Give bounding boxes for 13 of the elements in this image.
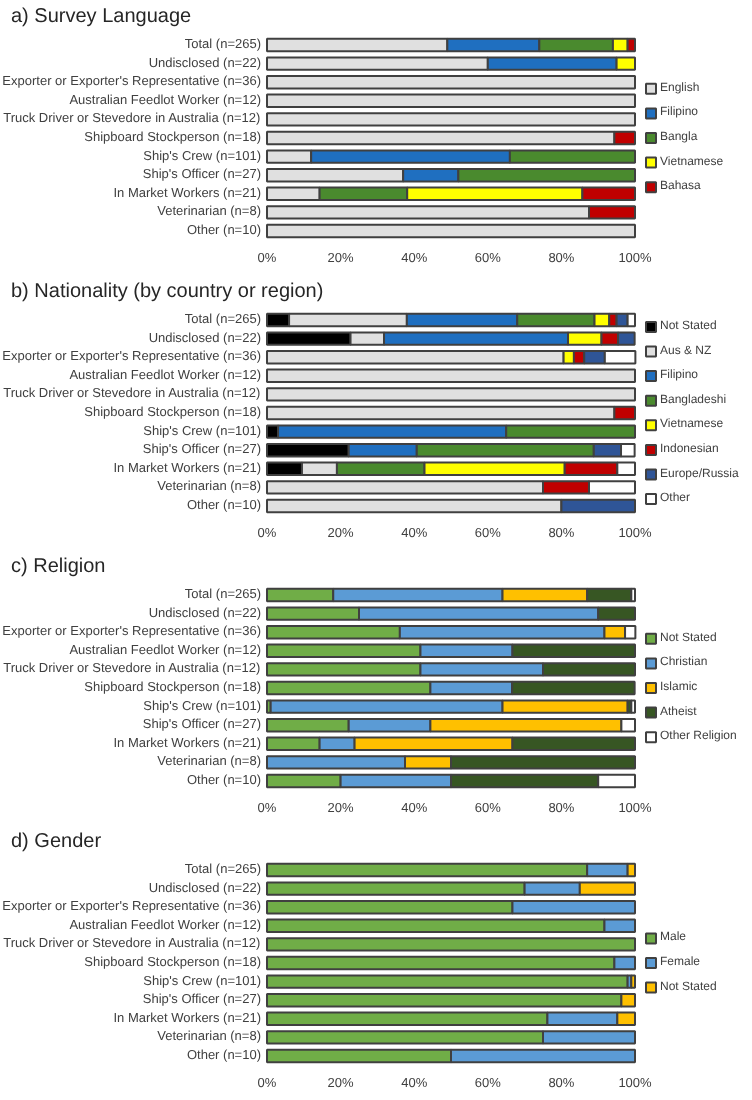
text: d) Gender: [11, 831, 103, 853]
bar: [266, 368, 636, 383]
bar: [266, 350, 565, 365]
bar: [266, 93, 636, 108]
bar: [266, 937, 636, 952]
bar: [266, 387, 636, 402]
chart-title: b) Nationality (by country or region): [11, 281, 324, 303]
text: c) Religion: [11, 556, 106, 578]
text: a) Survey Language: [11, 6, 192, 28]
bar: [266, 974, 629, 989]
bar: [266, 112, 636, 127]
bar: [266, 75, 636, 90]
bar: [266, 223, 636, 239]
